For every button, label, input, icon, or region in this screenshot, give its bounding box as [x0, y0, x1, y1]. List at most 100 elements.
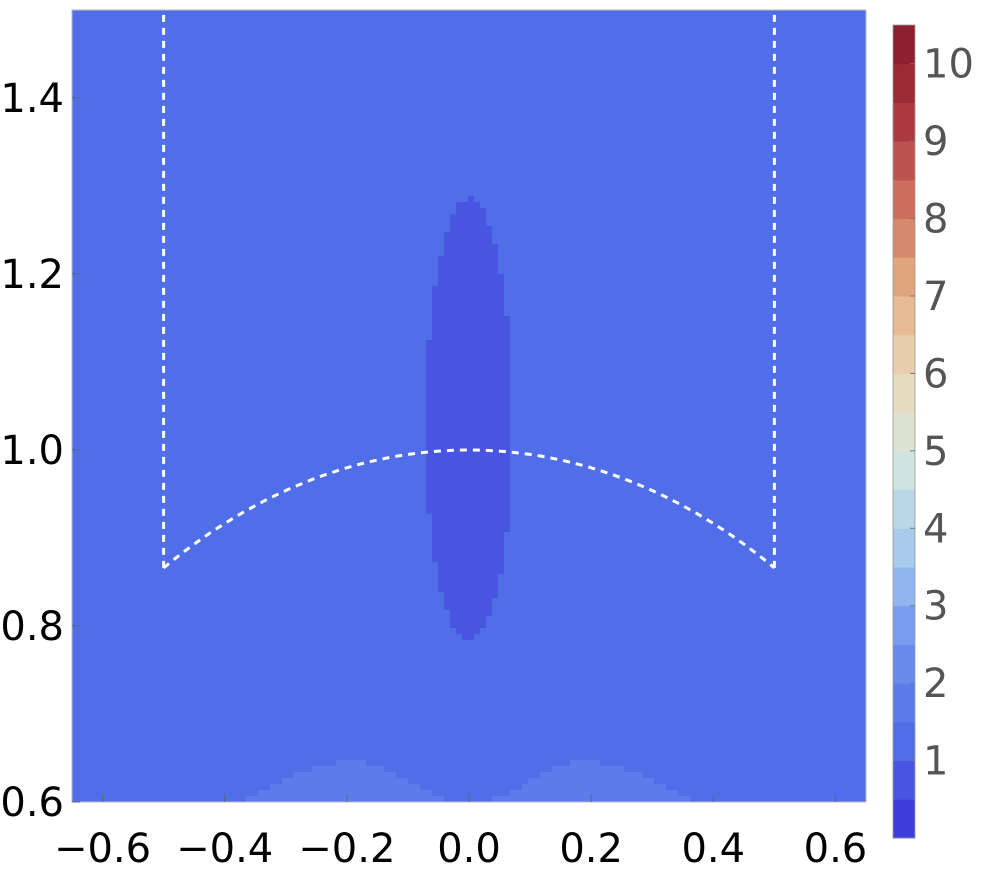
contour-cell [648, 142, 655, 149]
contour-cell [282, 136, 289, 143]
contour-cell [558, 226, 565, 233]
contour-cell [378, 94, 385, 101]
contour-cell [840, 70, 847, 77]
contour-cell [438, 166, 445, 173]
contour-cell [264, 28, 271, 35]
contour-cell [558, 112, 565, 119]
contour-cell [426, 34, 433, 41]
contour-cell [234, 214, 241, 221]
contour-cell [702, 70, 709, 77]
contour-cell [390, 88, 397, 95]
contour-cell [390, 178, 397, 185]
contour-cell [594, 190, 601, 197]
contour-cell [522, 94, 529, 101]
contour-cell [552, 106, 559, 113]
contour-cell [786, 190, 793, 197]
contour-cell [132, 70, 139, 77]
contour-cell [708, 46, 715, 53]
contour-cell [468, 70, 475, 77]
contour-cell [720, 100, 727, 107]
contour-cell [864, 226, 866, 233]
contour-cell [492, 88, 499, 95]
contour-cell [810, 28, 817, 35]
contour-cell [456, 124, 463, 131]
contour-cell [294, 124, 301, 131]
contour-cell [672, 94, 679, 101]
contour-cell [486, 172, 493, 179]
contour-cell [522, 196, 529, 203]
contour-cell [312, 88, 319, 95]
contour-cell [90, 196, 97, 203]
contour-cell [546, 88, 553, 95]
contour-cell [618, 40, 625, 47]
contour-cell [450, 28, 457, 35]
contour-cell [654, 28, 661, 35]
contour-cell [714, 208, 721, 215]
contour-cell [150, 70, 157, 77]
contour-cell [732, 148, 739, 155]
contour-cell [492, 166, 499, 173]
contour-cell [630, 112, 637, 119]
contour-cell [402, 112, 409, 119]
contour-cell [528, 94, 535, 101]
contour-cell [492, 34, 499, 41]
contour-cell [636, 154, 643, 161]
contour-cell [354, 22, 361, 29]
contour-cell [336, 52, 343, 59]
contour-cell [168, 172, 175, 179]
contour-cell [204, 112, 211, 119]
contour-cell [96, 232, 103, 239]
contour-cell [636, 220, 643, 227]
contour-cell [456, 118, 463, 125]
contour-cell [666, 58, 673, 65]
contour-cell [84, 76, 91, 83]
contour-cell [126, 226, 133, 233]
contour-cell [474, 52, 481, 59]
contour-cell [702, 136, 709, 143]
contour-cell [114, 148, 121, 155]
contour-cell [510, 154, 517, 161]
contour-cell [372, 106, 379, 113]
contour-cell [492, 220, 499, 227]
contour-cell [504, 82, 511, 89]
contour-cell [864, 28, 866, 35]
contour-cell [528, 34, 535, 41]
contour-cell [654, 142, 661, 149]
contour-cell [234, 28, 241, 35]
contour-cell [468, 172, 475, 179]
contour-cell [336, 130, 343, 137]
contour-cell [678, 88, 685, 95]
contour-cell [684, 124, 691, 131]
contour-cell [372, 70, 379, 77]
contour-cell [696, 196, 703, 203]
contour-cell [606, 64, 613, 71]
contour-cell [600, 208, 607, 215]
contour-cell [348, 184, 355, 191]
contour-cell [84, 136, 91, 143]
contour-cell [858, 40, 865, 47]
contour-cell [174, 196, 181, 203]
contour-cell [540, 208, 547, 215]
contour-cell [666, 64, 673, 71]
contour-cell [426, 16, 433, 23]
contour-cell [348, 58, 355, 65]
contour-cell [150, 52, 157, 59]
contour-cell [258, 172, 265, 179]
contour-cell [102, 100, 109, 107]
contour-cell [588, 148, 595, 155]
contour-cell [348, 166, 355, 173]
contour-cell [210, 190, 217, 197]
contour-cell [630, 46, 637, 53]
contour-cell [246, 52, 253, 59]
contour-cell [78, 142, 85, 149]
contour-cell [786, 76, 793, 83]
contour-cell [486, 64, 493, 71]
contour-cell [390, 76, 397, 83]
contour-cell [282, 196, 289, 203]
contour-cell [840, 184, 847, 191]
contour-cell [720, 142, 727, 149]
contour-cell [522, 154, 529, 161]
contour-cell [78, 70, 85, 77]
contour-cell [684, 94, 691, 101]
contour-cell [114, 208, 121, 215]
